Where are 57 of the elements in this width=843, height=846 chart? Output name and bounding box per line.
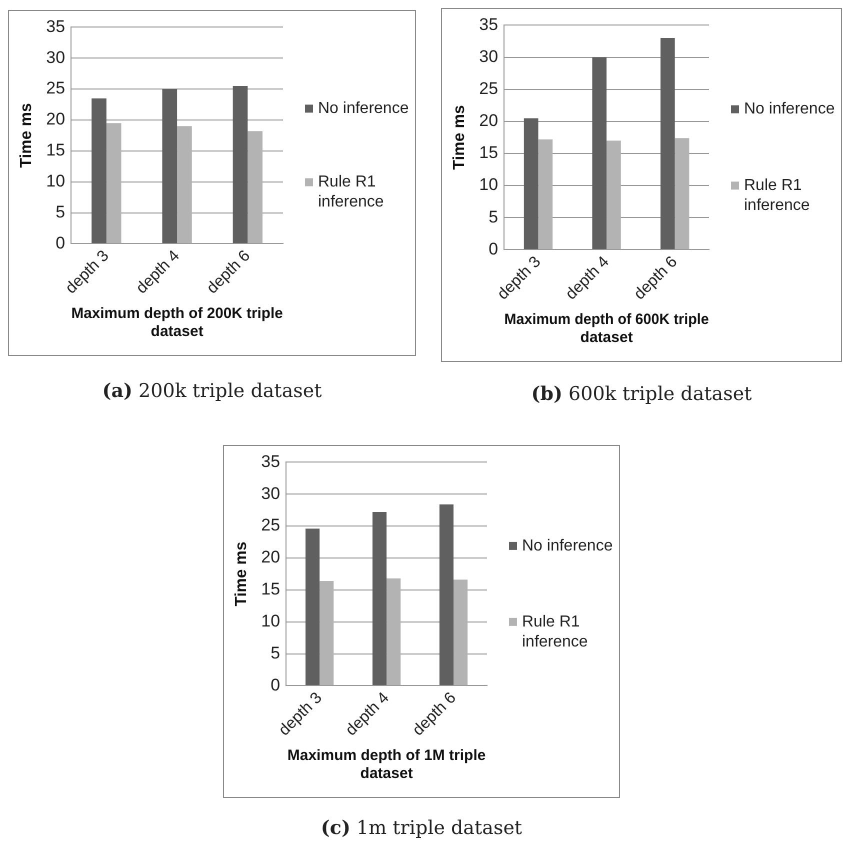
legend-label: No inference [318,100,409,118]
bar [524,118,538,250]
y-tick-label: 0 [488,239,498,258]
y-tick-label: 35 [261,452,280,471]
y-tick-label: 35 [479,14,498,34]
bar [538,139,553,250]
y-tick-label: 15 [46,140,66,160]
bar [320,580,334,686]
bar [454,580,468,686]
legend-label: Rule R1 inference [522,613,588,650]
text: (b) 600k triple dataset [530,383,753,405]
y-tick-label: 5 [270,643,280,662]
y-tick-label: 35 [46,16,66,36]
y-tick-label: 20 [261,548,280,567]
y-tick-label: 25 [479,79,498,98]
bar [606,140,621,250]
bar [232,86,248,244]
bar [439,504,454,686]
bar [674,138,690,250]
bar [106,123,122,244]
legend-label: Rule R1 inference [318,174,384,211]
bar [162,89,178,244]
y-tick-label: 5 [488,207,498,226]
bar [177,126,192,244]
bar [248,131,263,244]
y-tick-label: 15 [479,143,498,162]
y-tick-label: 25 [46,78,66,98]
y-tick-label: 15 [261,580,280,599]
bar [592,57,607,250]
bar [306,528,320,686]
x-axis-title: Maximum depth of 1M triple dataset [287,747,486,782]
x-axis-title: Maximum depth of 600K triple dataset [504,312,709,346]
y-tick-label: 25 [261,516,280,535]
legend-label: No inference [744,100,835,118]
y-tick-label: 30 [261,484,280,503]
y-tick-label: 20 [46,110,66,129]
y-tick-label: 10 [46,172,66,191]
x-axis-title: Maximum depth of 200K triple dataset [71,305,283,340]
y-tick-label: 0 [56,233,66,252]
y-tick-label: 10 [261,612,280,631]
legend-label: Rule R1 inference [744,177,810,214]
bar [386,578,401,686]
y-axis-title: Time ms [18,103,36,168]
text: (a) 200k triple dataset [101,380,323,402]
bar [660,38,675,250]
y-tick-label: 5 [56,202,66,222]
text: (c) 1m triple dataset [320,817,524,839]
bar [372,512,387,686]
y-tick-label: 30 [479,46,498,66]
y-tick-label: 30 [46,48,66,67]
y-axis-title: Time ms [451,105,468,170]
y-axis-title: Time ms [233,542,250,606]
bar [92,98,106,244]
legend-label: No inference [522,537,613,554]
y-tick-label: 20 [479,111,498,130]
y-tick-label: 10 [479,175,498,194]
y-tick-label: 0 [270,675,280,694]
